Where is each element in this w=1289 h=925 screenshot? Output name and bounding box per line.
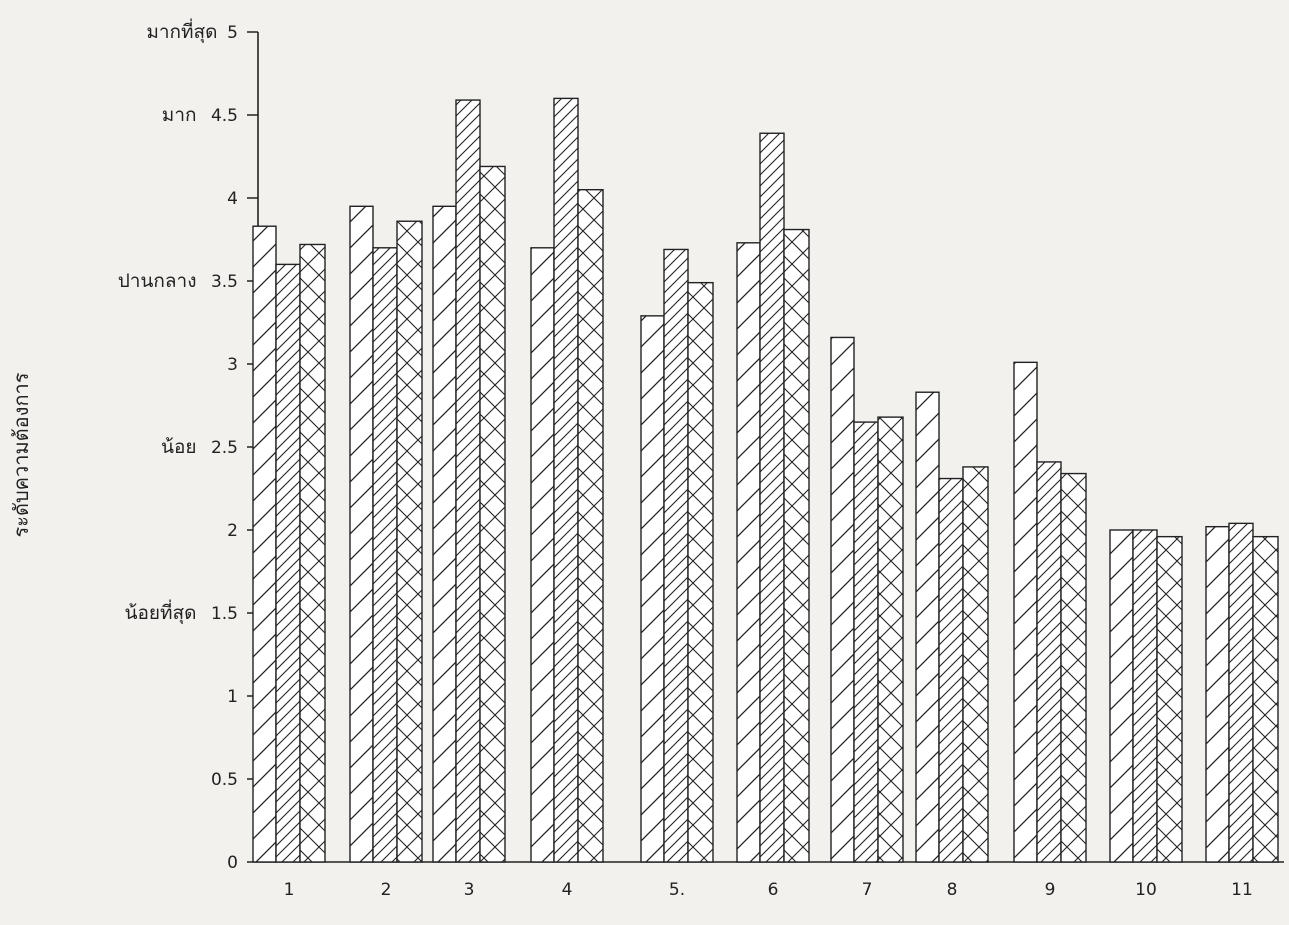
y-level-label: น้อย [161, 436, 197, 458]
bar [1060, 472, 1087, 863]
bar [432, 205, 457, 863]
y-tick-label: 3.5 [211, 272, 238, 292]
y-tick-label: 4 [227, 189, 238, 209]
y-tick-label: 4.5 [211, 106, 238, 126]
bar [553, 97, 579, 863]
bar [299, 243, 326, 863]
bar [783, 228, 810, 863]
bar [877, 416, 904, 863]
bar [1228, 522, 1254, 863]
y-level-label: มาก [162, 104, 197, 126]
y-level-label: น้อยที่สุด [125, 599, 197, 625]
y-tick-label: 0 [227, 853, 238, 873]
x-tick-label: 6 [768, 880, 779, 900]
bar [530, 247, 555, 863]
y-tick-label: 1 [227, 687, 238, 707]
bar [640, 315, 665, 863]
bar [1013, 361, 1038, 863]
y-tick-label: 5 [227, 23, 238, 43]
bars [252, 97, 1279, 863]
x-tick-label: 4 [562, 880, 573, 900]
bar [830, 336, 855, 863]
bar [736, 242, 761, 863]
bar [275, 263, 301, 863]
y-level-label: มากที่สุด [146, 18, 217, 44]
bar [252, 225, 277, 863]
bar [759, 132, 785, 863]
bar [687, 281, 714, 863]
y-tick-label: 0.5 [211, 770, 238, 790]
x-tick-label: 10 [1135, 880, 1157, 900]
x-tick-label: 8 [947, 880, 958, 900]
x-tick-label: 1 [284, 880, 295, 900]
bar [853, 421, 879, 863]
x-tick-label: 2 [381, 880, 392, 900]
bar [372, 247, 398, 863]
bar [938, 477, 964, 863]
x-tick-label: 3 [464, 880, 475, 900]
x-tick-label: 11 [1231, 880, 1253, 900]
x-tick-label: 7 [862, 880, 873, 900]
bar [663, 248, 689, 863]
bar [479, 165, 506, 863]
y-tick-label: 2 [227, 521, 238, 541]
bar [349, 205, 374, 863]
y-level-label: ปานกลาง [118, 270, 197, 292]
y-axis-title: ระดับความต้องการ [9, 372, 33, 537]
bar [962, 466, 989, 863]
bar [455, 99, 481, 863]
y-tick-label: 2.5 [211, 438, 238, 458]
bar [396, 220, 423, 863]
x-ticks: 1 2 3 4 5. 6 7 8 9 10 11 [284, 880, 1253, 900]
bar [1132, 529, 1158, 863]
y-ticks: 0 0.5 1 1.5 2 2.5 3 3.5 4 4.5 5 [211, 23, 258, 873]
y-tick-label: 1.5 [211, 604, 238, 624]
x-tick-label: 5. [669, 880, 685, 900]
bar [1156, 535, 1183, 863]
bar [1252, 535, 1279, 863]
y-tick-label: 3 [227, 355, 238, 375]
bar [1205, 525, 1230, 863]
x-tick-label: 9 [1045, 880, 1056, 900]
bar [1109, 529, 1134, 863]
bar [1036, 461, 1062, 863]
bar [915, 391, 940, 863]
bar [577, 188, 604, 863]
